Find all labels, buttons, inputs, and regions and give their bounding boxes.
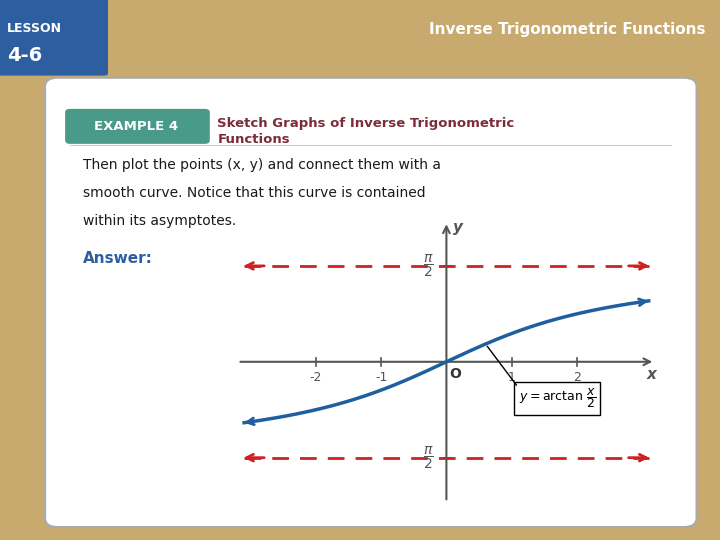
Text: Functions: Functions — [217, 133, 290, 146]
Text: $y = \arctan\,\dfrac{x}{2}$: $y = \arctan\,\dfrac{x}{2}$ — [518, 387, 596, 410]
Text: Then plot the points (x, y) and connect them with a: Then plot the points (x, y) and connect … — [83, 158, 441, 172]
Text: O: O — [449, 367, 461, 381]
Text: within its asymptotes.: within its asymptotes. — [83, 214, 236, 228]
Text: LESSON: LESSON — [7, 22, 62, 35]
Text: y: y — [453, 220, 463, 235]
Text: -1: -1 — [375, 370, 387, 383]
Text: EXAMPLE 4: EXAMPLE 4 — [94, 120, 178, 133]
Text: 1: 1 — [508, 370, 516, 383]
Text: $\dfrac{\pi}{2}$: $\dfrac{\pi}{2}$ — [423, 253, 433, 279]
Text: Inverse Trigonometric Functions: Inverse Trigonometric Functions — [429, 22, 706, 37]
FancyBboxPatch shape — [45, 78, 696, 527]
Text: x: x — [647, 367, 657, 381]
Text: Sketch Graphs of Inverse Trigonometric: Sketch Graphs of Inverse Trigonometric — [217, 117, 515, 130]
Text: Answer:: Answer: — [83, 251, 153, 266]
Text: smooth curve. Notice that this curve is contained: smooth curve. Notice that this curve is … — [83, 186, 426, 200]
Text: -2: -2 — [310, 370, 322, 383]
FancyBboxPatch shape — [65, 109, 210, 144]
Text: 2: 2 — [573, 370, 581, 383]
Text: 4-6: 4-6 — [7, 46, 42, 65]
Text: $\dfrac{\pi}{2}$: $\dfrac{\pi}{2}$ — [423, 444, 433, 471]
